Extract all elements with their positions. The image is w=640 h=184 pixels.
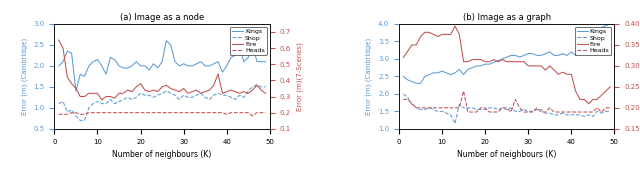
Title: (a) Image as a node: (a) Image as a node bbox=[120, 13, 204, 22]
Title: (b) Image as a graph: (b) Image as a graph bbox=[463, 13, 551, 22]
Y-axis label: Error (m) (Cambridge): Error (m) (Cambridge) bbox=[21, 38, 28, 115]
Y-axis label: Error (m) (Cambridge): Error (m) (Cambridge) bbox=[366, 38, 372, 115]
X-axis label: Number of neighbours (K): Number of neighbours (K) bbox=[113, 150, 212, 159]
Legend: Kings, Shop, Fire, Heads: Kings, Shop, Fire, Heads bbox=[575, 27, 611, 55]
Legend: Kings, Shop, Fire, Heads: Kings, Shop, Fire, Heads bbox=[230, 27, 267, 55]
X-axis label: Number of neighbours (K): Number of neighbours (K) bbox=[457, 150, 556, 159]
Y-axis label: Error (m)(7-Scenes): Error (m)(7-Scenes) bbox=[296, 42, 303, 111]
